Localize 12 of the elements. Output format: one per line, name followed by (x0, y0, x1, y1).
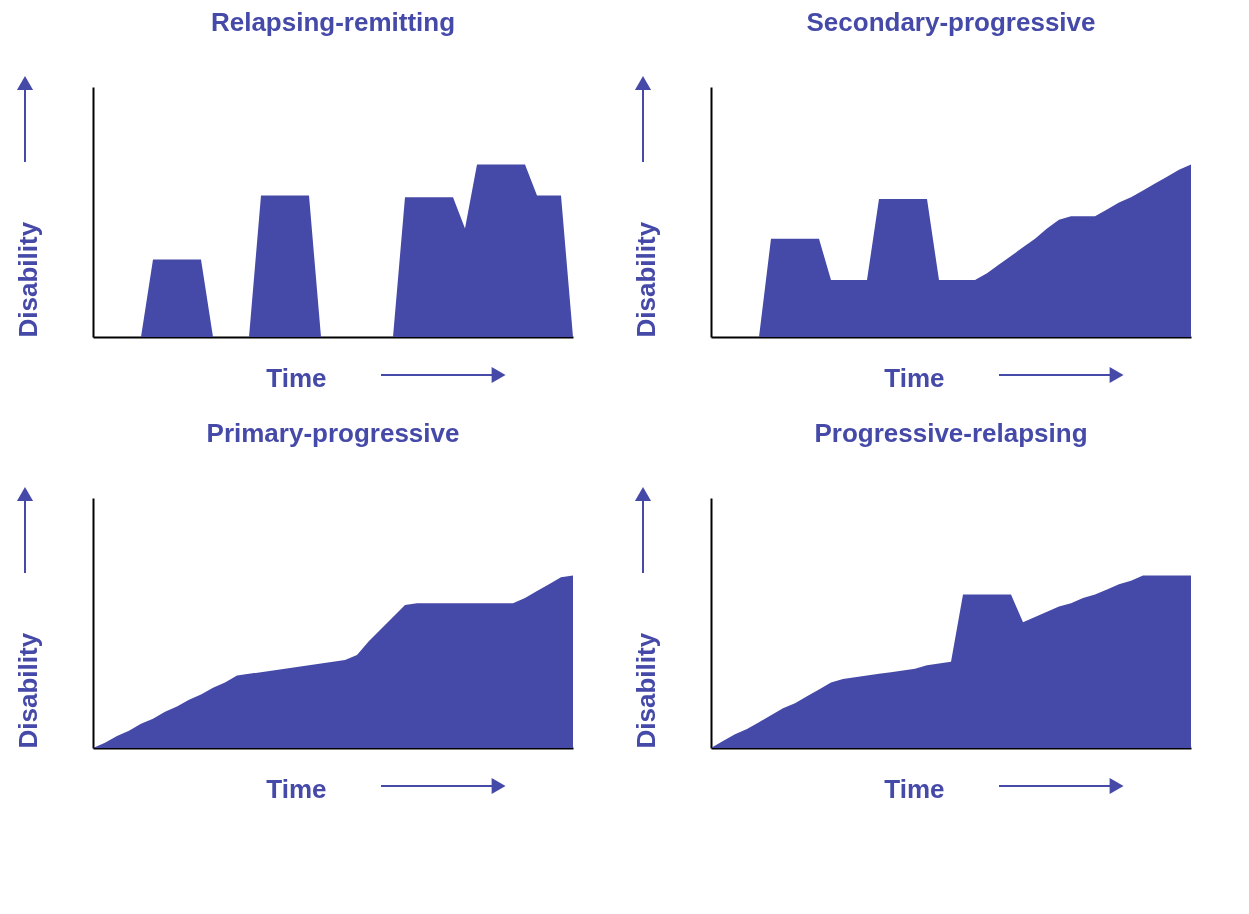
chart-title: Secondary-progressive (806, 7, 1096, 38)
x-axis-title: Time (884, 773, 945, 804)
y-axis-title: Disability (12, 632, 43, 749)
x-axis-title: Time (884, 362, 945, 393)
y-axis-title: Disability (630, 632, 661, 749)
y-axis-title: Disability (12, 221, 43, 338)
x-axis-title: Time (266, 362, 327, 393)
chart-title: Progressive-relapsing (814, 418, 1088, 449)
chart-title: Primary-progressive (206, 418, 460, 449)
y-axis-title: Disability (630, 221, 661, 338)
chart-title: Relapsing-remitting (210, 7, 456, 38)
x-axis-title: Time (266, 773, 327, 804)
